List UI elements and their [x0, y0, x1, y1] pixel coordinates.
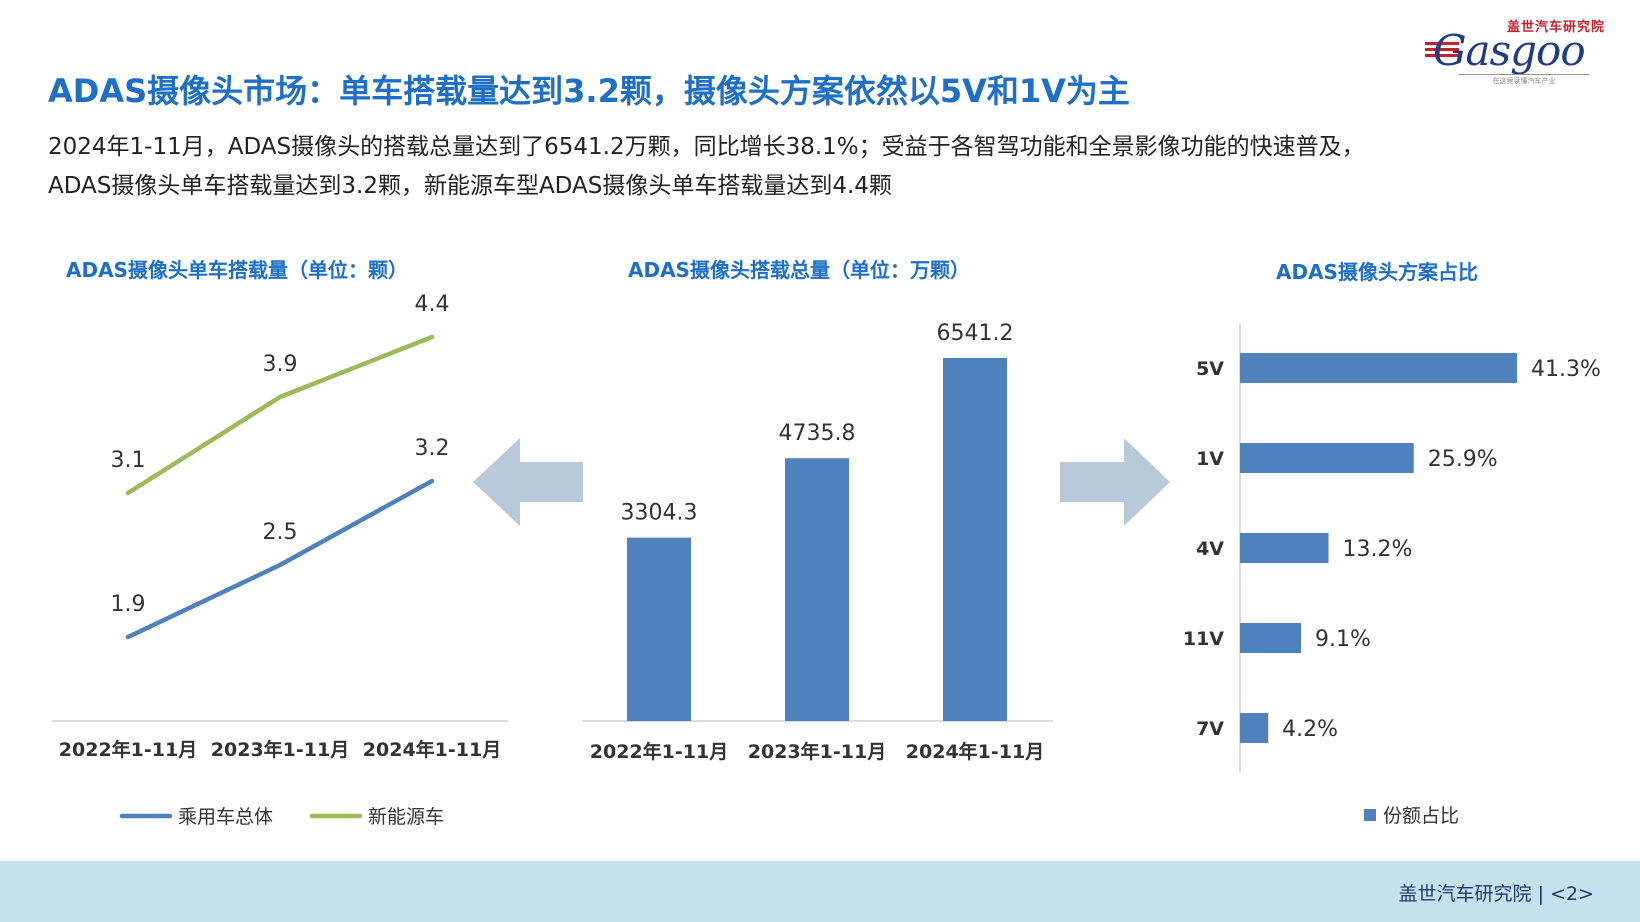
bar — [943, 358, 1007, 721]
charts-canvas: 1.9 2.5 3.2 3.1 3.9 4.4 2022年1-11月 2023年1-11月 20… — [52, 292, 1601, 828]
legend-label: 乘用车总体 — [178, 806, 273, 828]
hbar-category-label: 5V — [1196, 358, 1224, 380]
line-series-0 — [125, 478, 435, 640]
page-title: ADAS摄像头市场：单车搭载量达到3.2颗，摄像头方案依然以5V和1V为主 — [48, 72, 1130, 110]
line-chart: 1.9 2.5 3.2 3.1 3.9 4.4 2022年1-11月 2023年1-11月 20… — [59, 292, 501, 828]
intro-line-1: 2024年1-11月，ADAS摄像头的搭载总量达到了6541.2万颗，同比增长3… — [48, 134, 1365, 160]
line-series-1 — [125, 334, 435, 496]
line-data-label: 4.4 — [415, 292, 450, 317]
intro-line-2: ADAS摄像头单车搭载量达到3.2颗，新能源车型ADAS摄像头单车搭载量达到4.… — [48, 173, 892, 199]
hbar-data-label: 41.3% — [1531, 357, 1601, 382]
bar-data-label: 3304.3 — [621, 501, 698, 526]
footer-page-open: < — [1550, 883, 1566, 905]
hbar-legend-label: 份额占比 — [1383, 805, 1459, 827]
hbar-category-label: 7V — [1196, 718, 1224, 740]
hbar-category-label: 4V — [1196, 538, 1224, 560]
logo-stripes-icon — [1425, 42, 1459, 60]
left-arrow-icon — [473, 438, 583, 526]
hbar — [1240, 623, 1302, 653]
hbar-chart: 41.3% 5V 25.9% 1V 13.2% 4V 9.1% 11V 4.2% 7V 份额占比 — [1183, 353, 1601, 827]
hbar-data-label: 13.2% — [1343, 537, 1413, 562]
bar-x-tick-label: 2023年1-11月 — [748, 740, 886, 763]
hbar-chart-title: ADAS摄像头方案占比 — [1276, 260, 1478, 284]
footer-text: 盖世汽车研究院 | <2> — [1399, 879, 1594, 906]
line-data-label: 3.9 — [263, 352, 298, 377]
line-data-label: 1.9 — [111, 592, 146, 617]
hbar — [1240, 533, 1329, 563]
bar-data-label: 4735.8 — [779, 421, 856, 446]
hbar-data-label: 9.1% — [1315, 627, 1371, 652]
logo-en-text: Gasgoo — [1433, 26, 1586, 75]
bar — [785, 458, 849, 721]
footer-separator: | — [1537, 883, 1551, 905]
logo-cn-text: 盖世汽车研究院 — [1506, 20, 1605, 35]
hbar-category-label: 1V — [1196, 448, 1224, 470]
legend-square-swatch — [1364, 809, 1376, 821]
hbar — [1240, 353, 1517, 383]
line-x-tick-label: 2022年1-11月 — [59, 738, 197, 761]
line-data-label: 3.1 — [111, 448, 146, 473]
gasgoo-logo: 盖世汽车研究院 Gasgoo 在这里读懂汽车产业 — [1425, 16, 1605, 85]
logo-tagline: 在这里读懂汽车产业 — [1459, 74, 1589, 86]
footer-page-close: > — [1578, 883, 1594, 905]
line-data-label: 2.5 — [263, 520, 298, 545]
line-x-tick-label: 2023年1-11月 — [211, 738, 349, 761]
right-arrow-icon — [1060, 438, 1170, 526]
intro-text: 2024年1-11月，ADAS摄像头的搭载总量达到了6541.2万颗，同比增长3… — [48, 128, 1608, 206]
bar-chart: 3304.3 2022年1-11月 4735.8 2023年1-11月 6541.2 20… — [590, 321, 1044, 763]
bar-x-tick-label: 2022年1-11月 — [590, 740, 728, 763]
hbar — [1240, 443, 1414, 473]
hbar-category-label: 11V — [1183, 628, 1224, 650]
hbar — [1240, 713, 1269, 743]
legend-label: 新能源车 — [368, 806, 444, 828]
line-data-label: 3.2 — [415, 436, 450, 461]
hbar-data-label: 25.9% — [1428, 447, 1498, 472]
hbar-data-label: 4.2% — [1282, 717, 1338, 742]
line-x-tick-label: 2024年1-11月 — [363, 738, 501, 761]
footer-org: 盖世汽车研究院 — [1398, 883, 1532, 905]
line-chart-title: ADAS摄像头单车搭载量（单位：颗） — [66, 258, 408, 282]
footer-page-number: 2 — [1565, 883, 1579, 905]
bar-data-label: 6541.2 — [937, 321, 1014, 346]
bar-x-tick-label: 2024年1-11月 — [906, 740, 1044, 763]
bar-chart-title: ADAS摄像头搭载总量（单位：万颗） — [628, 258, 970, 282]
footer-band: 盖世汽车研究院 | <2> — [0, 861, 1640, 922]
bar — [627, 537, 691, 721]
